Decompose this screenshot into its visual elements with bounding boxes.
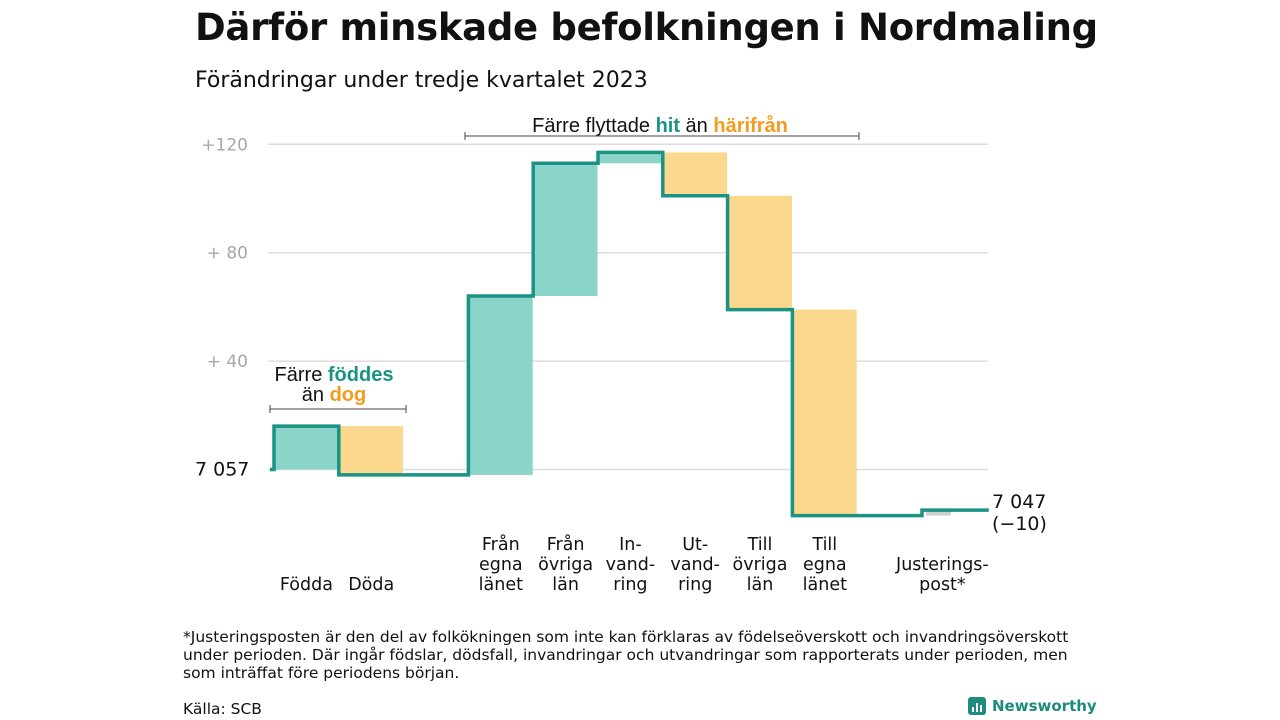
category-label: länet	[479, 575, 523, 595]
category-label: Ut-	[682, 535, 708, 555]
category-label: Döda	[348, 575, 394, 595]
start-value-label: 7 057	[195, 459, 249, 481]
annotation-span: Färre	[275, 364, 328, 386]
step-line-path	[270, 150, 989, 518]
waterfall-bar	[338, 426, 404, 475]
category-label: Från	[482, 534, 520, 555]
annotation-span: dog	[330, 384, 367, 406]
newsworthy-logo: Newsworthy	[968, 697, 1097, 715]
category-label: övriga	[538, 555, 593, 575]
chart-subtitle: Förändringar under tredje kvartalet 2023	[195, 68, 648, 93]
end-change-label: (−10)	[992, 513, 1047, 535]
annotation-span: än	[302, 384, 330, 406]
annotation-span: Färre flyttade	[532, 115, 655, 137]
y-tick-label: + 80	[207, 244, 248, 264]
annotation-span: föddes	[328, 364, 394, 386]
waterfall-bar	[792, 309, 857, 516]
category-label: Till	[811, 535, 837, 555]
waterfall-bar	[468, 296, 533, 475]
annotation-span: härifrån	[713, 114, 787, 137]
bar-chart-icon	[968, 697, 986, 715]
step-line	[270, 150, 989, 518]
bars	[274, 152, 951, 516]
waterfall-bar	[274, 426, 339, 470]
annotation-span: hit	[656, 115, 681, 137]
category-label: Till	[747, 535, 773, 555]
logo-text: Newsworthy	[992, 697, 1097, 715]
footnote: *Justeringsposten är den del av folkökni…	[183, 628, 1069, 682]
y-tick-label: +120	[201, 135, 248, 155]
waterfall-bar	[598, 152, 663, 164]
source-note: Källa: SCB	[183, 700, 262, 718]
end-value-label: 7 047	[992, 491, 1046, 513]
annotation-text: än dog	[302, 384, 366, 406]
waterfall-bar	[662, 152, 728, 196]
category-label: län	[747, 575, 774, 595]
category-label: Födda	[280, 575, 333, 595]
category-label: Från	[547, 534, 585, 555]
waterfall-bar	[727, 195, 792, 310]
category-label: övriga	[733, 555, 788, 575]
y-tick-label: + 40	[207, 352, 248, 372]
waterfall-bar	[533, 163, 598, 297]
category-label: egna	[479, 555, 523, 575]
category-label: vand-	[606, 555, 656, 575]
annotation-span: än	[680, 115, 713, 137]
category-label: post*	[919, 575, 966, 595]
category-label: län	[552, 575, 579, 595]
annotation-text: Färre flyttade hit än härifrån	[532, 114, 788, 137]
chart-title: Därför minskade befolkningen i Nordmalin…	[195, 6, 1098, 49]
category-label: Justerings-	[895, 555, 989, 575]
category-label: ring	[678, 575, 712, 595]
category-label: ring	[613, 575, 647, 595]
category-label: In-	[619, 535, 642, 555]
waterfall-bar	[926, 510, 951, 516]
category-label: länet	[803, 575, 847, 595]
annotation-text: Färre föddes	[275, 364, 394, 386]
category-label: egna	[803, 555, 847, 575]
category-label: vand-	[670, 555, 720, 575]
